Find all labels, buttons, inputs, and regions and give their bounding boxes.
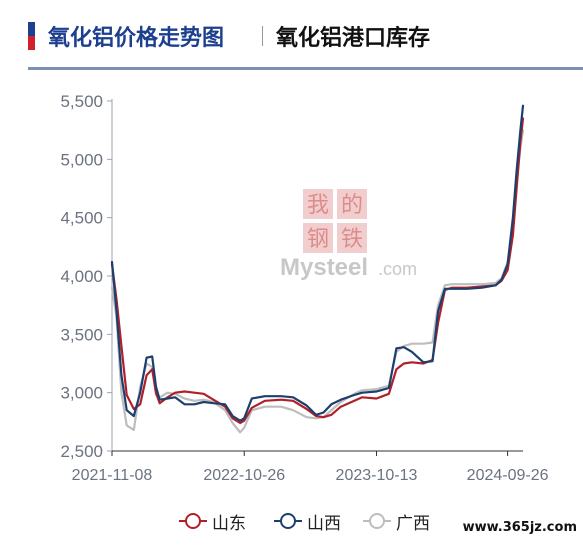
legend-item-shanxi[interactable]: 山西 [273,506,341,536]
x-tick-label: 2023-10-13 [336,467,418,484]
y-tick-label: 4,000 [60,267,103,286]
header-accent-bar [28,22,35,50]
watermark-brand: Mysteel [280,254,368,281]
watermark-char: 的 [341,193,363,218]
x-tick-label: 2024-09-26 [467,467,549,484]
header-underline [28,67,583,70]
watermark-box [303,189,333,219]
legend-item-shandong[interactable]: 山东 [178,506,246,536]
watermark-box [337,223,367,253]
price-line-chart: 我 的 钢 铁 Mysteel .com 2,500 3,000 3,500 4,00… [60,92,549,484]
watermark-char: 我 [307,193,329,218]
legend-marker-icon [363,513,391,529]
legend-label: 山西 [307,513,341,533]
y-tick-label: 4,500 [60,209,103,228]
tab-alumina-port-inventory[interactable]: 氧化铝港口库存 [276,25,431,50]
x-tick-label: 2021-11-08 [72,467,153,484]
series-line-guangxi [110,129,525,434]
tab-alumina-price-trend[interactable]: 氧化铝价格走势图 [48,25,225,50]
legend-label: 山东 [212,513,246,533]
x-tick-label: 2022-10-26 [203,467,285,484]
tab-divider [262,26,263,46]
watermark-box [337,189,367,219]
watermark-box [303,223,333,253]
header: 氧化铝价格走势图 氧化铝港口库存 [0,0,583,70]
y-tick-label: 5,000 [60,150,103,169]
watermark-char: 钢 [307,227,329,252]
y-tick-label: 5,500 [60,92,103,111]
y-tick-label: 3,500 [60,325,103,344]
chart-legend: 山东 山西 广西 [0,506,583,536]
mysteel-watermark: 我 的 钢 铁 Mysteel .com [280,189,417,281]
legend-marker-icon [274,513,302,529]
legend-label: 广西 [396,513,430,533]
site-watermark-url: www.365jz.com [462,520,577,535]
watermark-suffix: .com [378,259,417,279]
watermark-char: 铁 [341,227,363,252]
y-tick-label: 3,000 [60,384,103,403]
series-line-shanxi [110,104,525,422]
legend-item-guangxi[interactable]: 广西 [362,506,430,536]
legend-marker-icon [179,513,207,529]
y-tick-label: 2,500 [60,442,103,461]
